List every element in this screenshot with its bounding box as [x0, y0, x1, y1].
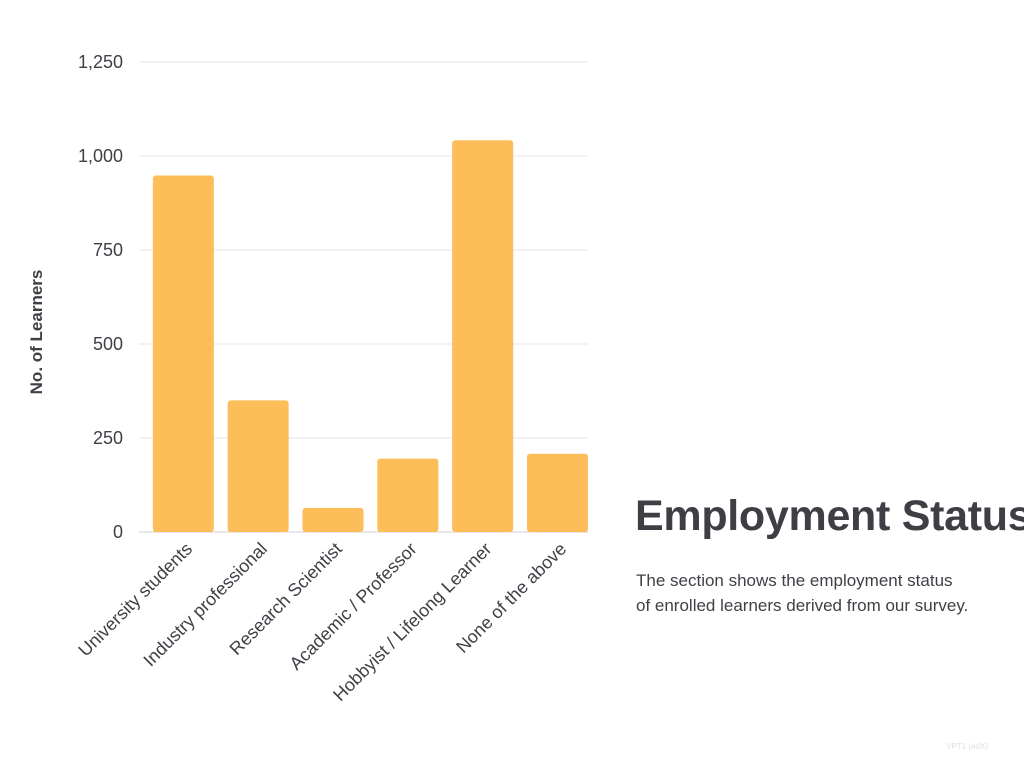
- bar: [152, 175, 214, 532]
- watermark: VPT1 (edX): [946, 742, 988, 751]
- bar: [227, 400, 289, 532]
- y-tick-label: 0: [113, 522, 123, 542]
- y-axis-title: No. of Learners: [27, 270, 46, 395]
- y-tick-label: 1,250: [78, 52, 123, 72]
- description-line: of enrolled learners derived from our su…: [636, 596, 969, 615]
- y-tick-label: 250: [93, 428, 123, 448]
- x-tick-label: Industry professional: [139, 539, 271, 671]
- bar: [377, 458, 439, 532]
- bar: [302, 507, 364, 532]
- section-title: Employment Status: [635, 492, 1024, 540]
- y-axis-ticks: 0 250 500 750 1,000 1,250: [78, 52, 123, 542]
- x-tick-label: Hobbyist / Lifelong Learner: [329, 539, 495, 705]
- bar: [452, 140, 514, 532]
- section-description: The section shows the employment status …: [636, 568, 1016, 618]
- y-tick-label: 500: [93, 334, 123, 354]
- description-line: The section shows the employment status: [636, 571, 953, 590]
- y-tick-label: 750: [93, 240, 123, 260]
- bars: [152, 140, 588, 532]
- y-tick-label: 1,000: [78, 146, 123, 166]
- x-tick-label: Academic / Professor: [286, 539, 421, 674]
- bar: [527, 453, 588, 532]
